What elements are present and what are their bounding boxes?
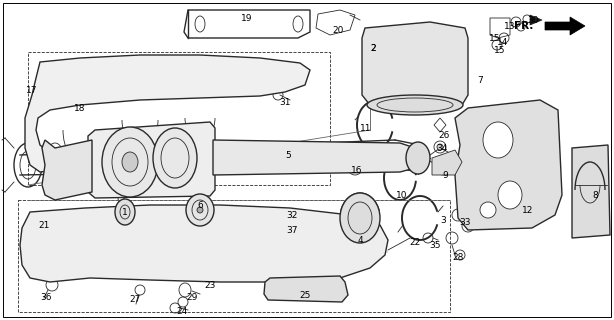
Text: 4: 4 (357, 236, 363, 244)
Text: 25: 25 (299, 291, 311, 300)
Polygon shape (88, 122, 215, 198)
Ellipse shape (367, 95, 463, 115)
Text: 9: 9 (442, 171, 448, 180)
Ellipse shape (102, 127, 158, 197)
Text: 1: 1 (122, 207, 128, 217)
Bar (48, 218, 62, 232)
Text: 19: 19 (241, 13, 253, 22)
Text: FR.: FR. (514, 21, 533, 31)
Polygon shape (264, 276, 348, 302)
Text: 31: 31 (279, 98, 291, 107)
Text: 34: 34 (437, 143, 448, 153)
Text: 23: 23 (204, 281, 216, 290)
Ellipse shape (498, 181, 522, 209)
Polygon shape (545, 17, 585, 35)
Ellipse shape (115, 199, 135, 225)
Ellipse shape (437, 144, 443, 150)
Text: 13: 13 (504, 21, 516, 30)
Text: 16: 16 (351, 165, 363, 174)
Polygon shape (455, 100, 562, 230)
Text: 8: 8 (592, 190, 598, 199)
Text: 7: 7 (477, 76, 483, 84)
Polygon shape (530, 15, 542, 25)
Ellipse shape (340, 193, 380, 243)
Text: 29: 29 (186, 293, 198, 302)
Text: 20: 20 (332, 26, 344, 35)
Text: 30: 30 (527, 15, 538, 25)
Text: 3: 3 (440, 215, 446, 225)
Text: 17: 17 (26, 85, 37, 94)
Text: 14: 14 (497, 37, 508, 46)
Text: 21: 21 (38, 220, 50, 229)
Polygon shape (362, 22, 468, 112)
Text: 22: 22 (410, 237, 421, 246)
Text: 24: 24 (176, 308, 188, 316)
Ellipse shape (480, 202, 496, 218)
Text: 35: 35 (429, 241, 441, 250)
Ellipse shape (483, 122, 513, 158)
Text: 5: 5 (285, 150, 291, 159)
Ellipse shape (348, 202, 372, 234)
Text: 15: 15 (494, 45, 506, 54)
Polygon shape (572, 145, 610, 238)
Text: 11: 11 (360, 124, 371, 132)
Text: 33: 33 (459, 218, 471, 227)
Polygon shape (25, 55, 310, 172)
Ellipse shape (122, 152, 138, 172)
Text: 32: 32 (286, 211, 298, 220)
Polygon shape (213, 140, 418, 175)
Polygon shape (432, 150, 462, 175)
Text: 6: 6 (197, 201, 203, 210)
Text: 37: 37 (286, 226, 298, 235)
Text: 27: 27 (130, 295, 141, 305)
Polygon shape (20, 205, 388, 282)
Text: 36: 36 (41, 293, 52, 302)
Text: 26: 26 (438, 131, 449, 140)
Ellipse shape (186, 194, 214, 226)
Text: 18: 18 (74, 103, 86, 113)
Polygon shape (42, 140, 92, 200)
Text: 10: 10 (396, 190, 408, 199)
Text: 15: 15 (489, 34, 501, 43)
Text: 12: 12 (523, 205, 534, 214)
Ellipse shape (406, 142, 430, 174)
Text: 2: 2 (370, 44, 376, 52)
Text: 28: 28 (453, 253, 464, 262)
Ellipse shape (153, 128, 197, 188)
Ellipse shape (197, 207, 203, 213)
Text: 2: 2 (370, 44, 376, 52)
